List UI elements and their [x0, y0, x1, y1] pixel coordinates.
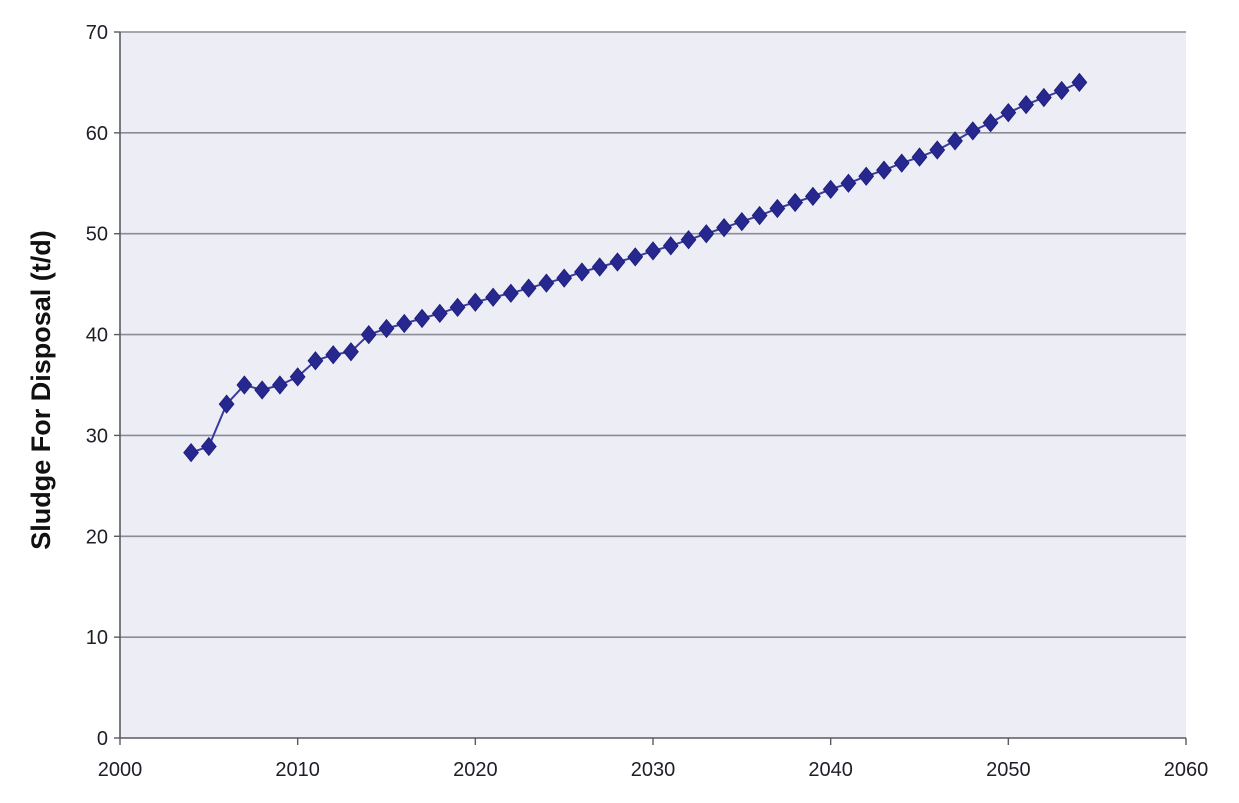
data-point: [751, 205, 768, 226]
data-point: [396, 313, 413, 334]
data-point: [733, 211, 750, 232]
x-tick-label: 2020: [453, 759, 498, 781]
data-point: [556, 268, 573, 288]
x-tick-label: 2000: [98, 759, 143, 781]
data-point: [272, 375, 288, 395]
x-tick-label: 2030: [631, 759, 676, 781]
data-series: [183, 72, 1088, 463]
data-point: [645, 241, 661, 261]
data-point: [929, 140, 946, 160]
data-point: [289, 367, 306, 387]
y-axis-title: Sludge For Disposal (t/d): [26, 230, 56, 550]
y-tick-label: 10: [86, 627, 108, 649]
y-tick-label: 40: [86, 325, 108, 347]
data-point: [911, 147, 928, 167]
axes: [114, 31, 1187, 745]
y-tick-label: 0: [97, 728, 108, 750]
y-tick-label: 50: [86, 224, 108, 246]
data-point: [805, 186, 821, 207]
data-point: [769, 198, 786, 219]
data-point: [218, 394, 235, 414]
data-point: [520, 278, 537, 298]
data-point: [1018, 94, 1034, 115]
data-point: [947, 131, 963, 151]
data-point: [893, 153, 910, 173]
data-point: [1035, 87, 1052, 108]
data-point: [982, 113, 999, 133]
x-tick-labels: 2000 2010 2020 2030 2040 2050 2060: [98, 759, 1209, 781]
data-point: [431, 303, 448, 324]
y-tick-label: 60: [86, 123, 108, 145]
data-point: [1053, 80, 1070, 101]
data-point: [822, 179, 839, 199]
data-point: [662, 236, 679, 256]
data-point: [378, 318, 395, 339]
data-point: [183, 442, 199, 463]
data-point: [591, 257, 608, 277]
y-tick-label: 70: [86, 22, 108, 44]
data-point: [1000, 103, 1017, 123]
data-point: [449, 297, 466, 317]
data-point: [485, 287, 501, 307]
y-tick-label: 20: [86, 526, 108, 548]
data-point: [964, 121, 981, 141]
data-point: [307, 351, 324, 371]
data-point: [1071, 72, 1088, 93]
y-tick-label: 30: [86, 425, 108, 447]
data-point: [574, 262, 590, 282]
data-point: [787, 192, 804, 213]
data-point: [716, 218, 732, 238]
data-point: [840, 173, 857, 193]
x-tick-label: 2040: [808, 759, 853, 781]
gridlines: [120, 31, 1186, 638]
x-tick-label: 2010: [275, 759, 320, 781]
data-point: [502, 283, 519, 303]
data-point: [698, 224, 715, 244]
data-point: [609, 252, 626, 272]
x-tick-label: 2050: [986, 759, 1031, 781]
data-point: [343, 342, 359, 362]
data-point: [876, 160, 892, 180]
x-tick-label: 2060: [1164, 759, 1209, 781]
y-tick-labels: 0 10 20 30 40 50 60 70: [86, 22, 108, 750]
data-point: [325, 345, 342, 365]
data-point: [254, 380, 271, 400]
data-point: [360, 324, 377, 345]
data-point: [200, 436, 217, 457]
data-point: [627, 247, 644, 267]
data-point: [467, 292, 484, 312]
data-point: [680, 230, 697, 250]
data-point: [414, 308, 430, 329]
data-point: [538, 273, 555, 293]
data-point: [858, 166, 875, 186]
data-point: [236, 375, 253, 395]
